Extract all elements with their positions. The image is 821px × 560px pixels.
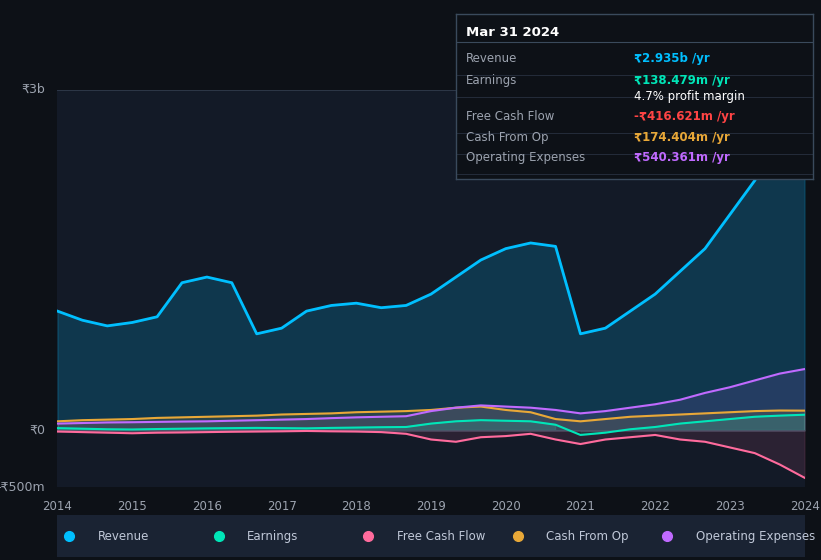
Text: Mar 31 2024: Mar 31 2024: [466, 26, 560, 39]
Text: 2020: 2020: [491, 500, 521, 514]
Text: Cash From Op: Cash From Op: [466, 132, 549, 144]
Text: ₹540.361m /yr: ₹540.361m /yr: [635, 151, 730, 164]
Text: 2015: 2015: [117, 500, 147, 514]
Text: ₹138.479m /yr: ₹138.479m /yr: [635, 73, 730, 87]
Text: Operating Expenses: Operating Expenses: [466, 151, 585, 164]
Text: Cash From Op: Cash From Op: [546, 530, 629, 543]
Text: ₹0: ₹0: [30, 424, 45, 437]
Text: 2024: 2024: [790, 500, 819, 514]
Text: 2022: 2022: [640, 500, 670, 514]
Text: 2016: 2016: [192, 500, 222, 514]
Text: 2014: 2014: [43, 500, 72, 514]
Text: ₹3b: ₹3b: [21, 83, 45, 96]
Text: 2023: 2023: [715, 500, 745, 514]
Text: 4.7% profit margin: 4.7% profit margin: [635, 90, 745, 103]
Text: Revenue: Revenue: [466, 52, 518, 65]
Text: 2019: 2019: [416, 500, 446, 514]
Text: 2017: 2017: [267, 500, 296, 514]
Text: -₹416.621m /yr: -₹416.621m /yr: [635, 110, 735, 123]
Text: Free Cash Flow: Free Cash Flow: [397, 530, 485, 543]
Text: Revenue: Revenue: [98, 530, 149, 543]
Text: -₹500m: -₹500m: [0, 480, 45, 494]
Text: Earnings: Earnings: [247, 530, 299, 543]
Text: Free Cash Flow: Free Cash Flow: [466, 110, 555, 123]
Text: ₹174.404m /yr: ₹174.404m /yr: [635, 132, 730, 144]
Text: Earnings: Earnings: [466, 73, 518, 87]
Text: Operating Expenses: Operating Expenses: [695, 530, 814, 543]
Text: 2018: 2018: [342, 500, 371, 514]
Text: ₹2.935b /yr: ₹2.935b /yr: [635, 52, 710, 65]
Text: 2021: 2021: [566, 500, 595, 514]
